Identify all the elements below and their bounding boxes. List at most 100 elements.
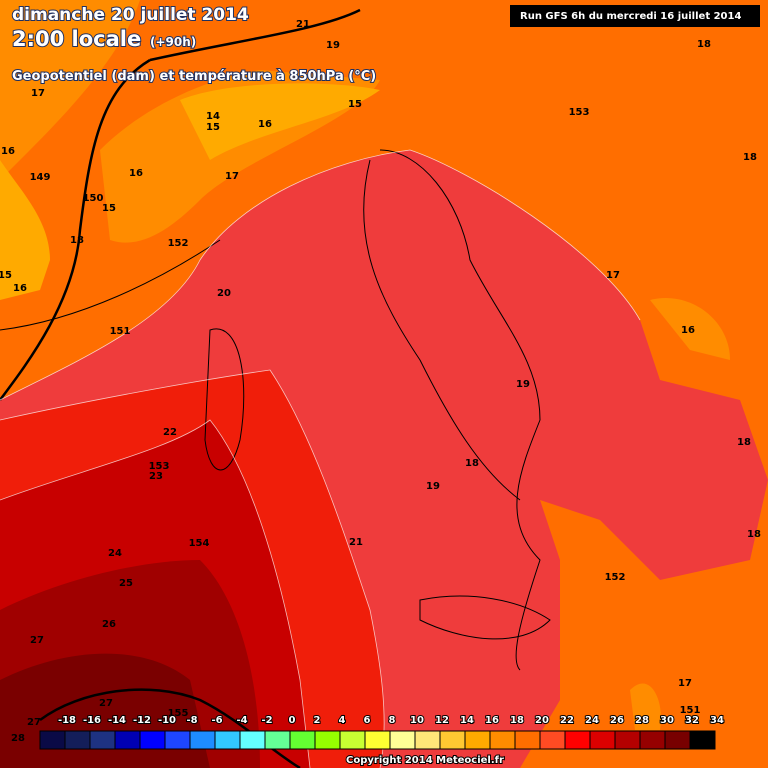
island [204, 328, 245, 471]
colorbar-swatch [389, 730, 416, 750]
colorbar-swatch [614, 730, 641, 750]
colorbar-swatch [214, 730, 241, 750]
contour-label: 16 [1, 146, 15, 157]
coastlines [0, 149, 551, 671]
temp-zone [0, 160, 50, 300]
colorbar-swatch [539, 730, 566, 750]
colorbar-label: 8 [389, 715, 396, 726]
contour-label: 17 [678, 678, 692, 689]
contour-label: 16 [13, 283, 27, 294]
colorbar-swatch [464, 730, 491, 750]
colorbar-swatch [64, 730, 91, 750]
copyright: Copyright 2014 Meteociel.fr [346, 755, 504, 766]
contour-label: 24 [108, 548, 122, 559]
contour-label: 152 [168, 238, 189, 249]
colorbar: -18 -16 -14 -12 -10 -8 -6 -4 -2 0 2 4 6 8 10 12 14 16 18 20… [39, 714, 725, 750]
contour-label: 27 [27, 717, 41, 728]
temp-zone [180, 83, 380, 160]
contour-label: 19 [426, 481, 440, 492]
colorbar-swatch [39, 730, 66, 750]
contour-label: 153 [569, 107, 590, 118]
colorbar-label: 18 [510, 715, 524, 726]
contour-label: 154 [189, 538, 210, 549]
date: dimanche 20 juillet 2014 [12, 5, 249, 25]
contour-label: 151 [680, 705, 701, 716]
coastline [0, 239, 221, 331]
contour-label: 18 [743, 152, 757, 163]
contour-label: 25 [119, 578, 133, 589]
colorbar-label: -12 [133, 715, 151, 726]
contour-label: 18 [737, 437, 751, 448]
colorbar-swatch [364, 730, 391, 750]
contour-label: 21 [296, 19, 310, 30]
colorbar-swatch [639, 730, 666, 750]
colorbar-label: 4 [339, 715, 346, 726]
colorbar-label: -4 [236, 715, 247, 726]
colorbar-swatch [289, 730, 316, 750]
contour-label: 17 [606, 270, 620, 281]
contour-label: 17 [31, 88, 45, 99]
contour-label: 16 [681, 325, 695, 336]
contour-label: 19 [326, 40, 340, 51]
colorbar-swatch [664, 730, 691, 750]
temp-zone [630, 683, 661, 730]
contour-label: 155 [168, 708, 189, 719]
colorbar-swatch [114, 730, 141, 750]
colorbar-label: 14 [460, 715, 474, 726]
lead-time: (+90h) [150, 35, 196, 49]
contour-label: 17 [225, 171, 239, 182]
colorbar-swatch [564, 730, 591, 750]
coastline [379, 149, 541, 671]
colorbar-label: 28 [635, 715, 649, 726]
contour-label: 20 [217, 288, 231, 299]
contour-label: 16 [258, 119, 272, 130]
colorbar-swatch [139, 730, 166, 750]
coastline [363, 159, 521, 501]
isohypse [0, 58, 151, 401]
colorbar-label: 22 [560, 715, 574, 726]
colorbar-swatch [189, 730, 216, 750]
colorbar-swatch [414, 730, 441, 750]
colorbar-label: 2 [314, 715, 321, 726]
colorbar-label: -2 [261, 715, 272, 726]
run-info: Run GFS 6h du mercredi 16 juillet 2014 [520, 11, 741, 22]
colorbar-swatch [339, 730, 366, 750]
colorbar-label: 16 [485, 715, 499, 726]
contour-label: 19 [516, 379, 530, 390]
contour-label: 18 [465, 458, 479, 469]
colorbar-label: 24 [585, 715, 599, 726]
colorbar-swatch [689, 730, 716, 750]
colorbar-label: -16 [83, 715, 101, 726]
contour-label: 21 [349, 537, 363, 548]
colorbar-swatch [489, 730, 516, 750]
colorbar-label: 6 [364, 715, 371, 726]
contour-label: 15 [0, 270, 12, 281]
contour-label: 14 [206, 111, 220, 122]
contour-label: 150 [83, 193, 104, 204]
isohypse [149, 8, 361, 62]
colorbar-label: 32 [685, 715, 699, 726]
colorbar-label: 12 [435, 715, 449, 726]
colorbar-swatch [514, 730, 541, 750]
colorbar-label: -14 [108, 715, 126, 726]
colorbar-swatch [164, 730, 191, 750]
colorbar-swatch [264, 730, 291, 750]
contour-label: 153 [149, 461, 170, 472]
colorbar-swatch [439, 730, 466, 750]
temp-zone [0, 0, 140, 180]
contour-label: 18 [697, 39, 711, 50]
colorbar-label: 10 [410, 715, 424, 726]
time: 2:00 locale [12, 27, 141, 51]
isotherms [0, 149, 641, 768]
subtitle: Geopotentiel (dam) et température à 850h… [12, 69, 376, 84]
colorbar-label: -10 [158, 715, 176, 726]
colorbar-swatch [89, 730, 116, 750]
colorbar-swatch [239, 730, 266, 750]
contour-label: 18 [70, 235, 84, 246]
contour-label: 152 [605, 572, 626, 583]
contour-label: 16 [129, 168, 143, 179]
colorbar-label: 20 [535, 715, 549, 726]
contour-label: 149 [30, 172, 51, 183]
contour-label: 26 [102, 619, 116, 630]
